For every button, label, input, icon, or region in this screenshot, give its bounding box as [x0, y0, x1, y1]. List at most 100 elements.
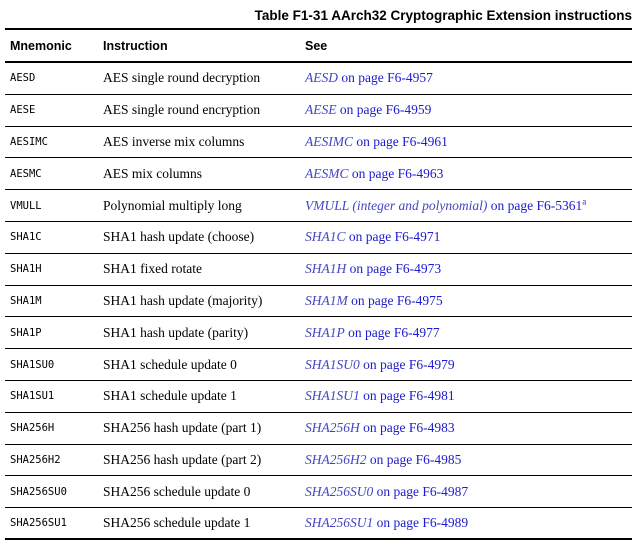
instruction-cell: AES mix columns [103, 165, 203, 181]
mnemonic-cell: SHA1P [10, 326, 42, 339]
table-row: SHA1P SHA1 hash update (parity) SHA1P on… [5, 317, 632, 350]
see-link-page: on page F6-4971 [345, 229, 441, 245]
table-row: AESE AES single round encryption AESE on… [5, 95, 632, 127]
table-row: SHA256SU0 SHA256 schedule update 0 SHA25… [5, 476, 632, 509]
table-row: SHA256SU1 SHA256 schedule update 1 SHA25… [5, 508, 632, 540]
mnemonic-cell: SHA256H [10, 422, 55, 435]
table-row: SHA1SU0 SHA1 schedule update 0 SHA1SU0 o… [5, 349, 632, 381]
see-link-page: on page F6-4979 [359, 356, 455, 372]
see-link-page: on page F6-4961 [353, 133, 448, 149]
instruction-cell: SHA1 hash update (majority) [103, 292, 263, 308]
mnemonic-cell: SHA1SU0 [10, 358, 55, 371]
table-row: AESD AES single round decryption AESD on… [5, 63, 632, 95]
table-caption-row: Table F1-31 AArch32 Cryptographic Extens… [0, 0, 634, 28]
instruction-cell: AES inverse mix columns [103, 133, 245, 149]
instruction-cell: SHA256 schedule update 0 [103, 483, 251, 499]
see-link-reference: AESD [305, 70, 338, 86]
table-title: Table F1-31 AArch32 Cryptographic Extens… [254, 7, 632, 23]
mnemonic-cell: AESIMC [10, 135, 48, 148]
table-row: SHA1C SHA1 hash update (choose) SHA1C on… [5, 222, 632, 254]
see-link-page: on page F6-5361 [487, 197, 583, 213]
see-page-link[interactable]: AESE on page F6-4959 [305, 102, 431, 117]
instruction-cell: AES single round decryption [103, 70, 261, 86]
table-row: SHA1H SHA1 fixed rotate SHA1H on page F6… [5, 254, 632, 286]
instruction-cell: AES single round encryption [103, 102, 261, 118]
see-link-page: on page F6-4973 [346, 261, 442, 277]
see-link-reference: SHA256SU0 [305, 483, 374, 499]
see-link-page: on page F6-4981 [359, 388, 455, 404]
instruction-cell: SHA256 schedule update 1 [103, 515, 251, 531]
instruction-cell: SHA1 schedule update 0 [103, 356, 237, 372]
see-link-page: on page F6-4959 [336, 102, 432, 118]
see-link-reference: SHA1H [305, 261, 347, 277]
see-link-reference: AESIMC [305, 133, 353, 149]
instruction-cell: SHA1 hash update (parity) [103, 324, 249, 340]
see-page-link[interactable]: AESIMC on page F6-4961 [305, 134, 448, 149]
mnemonic-cell: SHA1SU1 [10, 390, 55, 403]
see-page-link[interactable]: SHA1C on page F6-4971 [305, 229, 440, 244]
instruction-cell: SHA256 hash update (part 1) [103, 420, 262, 436]
see-link-page: on page F6-4963 [348, 165, 444, 181]
mnemonic-cell: SHA1C [10, 231, 42, 244]
table-header-row: Mnemonic Instruction See [5, 30, 632, 63]
table-row: SHA256H SHA256 hash update (part 1) SHA2… [5, 413, 632, 445]
table-row: AESIMC AES inverse mix columns AESIMC on… [5, 127, 632, 159]
mnemonic-cell: SHA256SU1 [10, 517, 67, 530]
see-link-reference: SHA1P [305, 324, 345, 340]
mnemonic-cell: AESD [10, 72, 36, 85]
see-link-reference: SHA1M [305, 292, 348, 308]
see-link-reference: SHA1C [305, 229, 346, 245]
see-link-page: on page F6-4983 [359, 420, 455, 436]
see-link-reference: VMULL (integer and polynomial) [305, 197, 488, 213]
see-link-page: on page F6-4977 [344, 324, 440, 340]
see-page-link[interactable]: SHA1P on page F6-4977 [305, 325, 440, 340]
mnemonic-cell: VMULL [10, 199, 42, 212]
see-page-link[interactable]: SHA256SU0 on page F6-4987 [305, 484, 468, 499]
see-page-link[interactable]: SHA1M on page F6-4975 [305, 293, 443, 308]
instruction-cell: Polynomial multiply long [103, 197, 242, 213]
see-page-link[interactable]: AESD on page F6-4957 [305, 70, 433, 85]
see-link-page: on page F6-4987 [373, 483, 469, 499]
see-link-page: on page F6-4957 [338, 70, 433, 86]
crypto-instructions-table: Mnemonic Instruction See AESD AES single… [5, 28, 632, 540]
table-row: AESMC AES mix columns AESMC on page F6-4… [5, 158, 632, 191]
instruction-cell: SHA1 hash update (choose) [103, 229, 255, 245]
see-link-page: on page F6-4975 [347, 292, 443, 308]
instruction-cell: SHA256 hash update (part 2) [103, 451, 262, 467]
see-page-link[interactable]: SHA256H on page F6-4983 [305, 420, 455, 435]
table-row: SHA1SU1 SHA1 schedule update 1 SHA1SU1 o… [5, 381, 632, 413]
table-body: AESD AES single round decryption AESD on… [5, 63, 632, 540]
instruction-cell: SHA1 fixed rotate [103, 261, 202, 277]
see-link-reference: SHA1SU1 [305, 388, 360, 404]
see-page-link[interactable]: SHA256H2 on page F6-4985 [305, 452, 461, 467]
see-link-page: on page F6-4989 [373, 515, 469, 531]
see-link-page: on page F6-4985 [366, 451, 462, 467]
table-row: SHA1M SHA1 hash update (majority) SHA1M … [5, 286, 632, 318]
see-link-reference: AESMC [305, 165, 349, 181]
column-header-see: See [305, 38, 328, 53]
see-link-reference: SHA256H2 [305, 451, 367, 467]
see-page-link[interactable]: SHA1SU0 on page F6-4979 [305, 357, 455, 372]
mnemonic-cell: SHA256H2 [10, 453, 61, 466]
mnemonic-cell: AESMC [10, 167, 42, 180]
table-row: SHA256H2 SHA256 hash update (part 2) SHA… [5, 445, 632, 477]
see-link-reference: SHA256SU1 [305, 515, 374, 531]
see-link-reference: SHA256H [305, 420, 360, 436]
see-page-link[interactable]: SHA1H on page F6-4973 [305, 261, 441, 276]
mnemonic-cell: SHA256SU0 [10, 485, 67, 498]
see-page-link[interactable]: SHA256SU1 on page F6-4989 [305, 515, 468, 530]
column-header-instruction: Instruction [103, 38, 168, 53]
table-row: VMULL Polynomial multiply long VMULL (in… [5, 190, 632, 222]
column-header-mnemonic: Mnemonic [10, 38, 72, 53]
mnemonic-cell: SHA1H [10, 263, 42, 276]
see-link-reference: SHA1SU0 [305, 356, 360, 372]
instruction-cell: SHA1 schedule update 1 [103, 388, 237, 404]
mnemonic-cell: SHA1M [10, 294, 42, 307]
see-page-link[interactable]: SHA1SU1 on page F6-4981 [305, 388, 455, 403]
see-link-reference: AESE [305, 102, 337, 118]
footnote-marker: a [582, 196, 587, 207]
mnemonic-cell: AESE [10, 104, 36, 117]
see-page-link[interactable]: VMULL (integer and polynomial) on page F… [305, 196, 587, 213]
see-page-link[interactable]: AESMC on page F6-4963 [305, 166, 443, 181]
